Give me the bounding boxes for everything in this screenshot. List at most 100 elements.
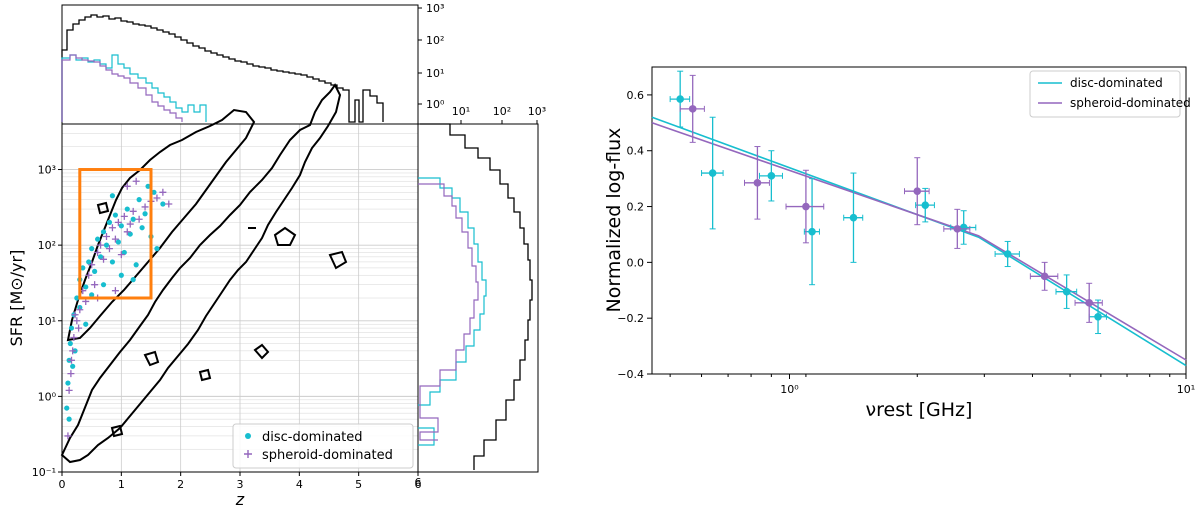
top-hist-disc — [61, 54, 207, 122]
flux-point-disc — [708, 169, 717, 177]
disc-point — [80, 265, 86, 271]
spheroid-point — [85, 271, 93, 279]
flux-y-tick-label: 0.6 — [627, 89, 645, 102]
disc-point — [83, 284, 89, 290]
spheroid-point — [153, 194, 161, 202]
right-x-tick-label: 10¹ — [452, 105, 470, 118]
scatter-x-label: z — [235, 490, 245, 509]
scatter-y-label: SFR [M⊙/yr] — [7, 250, 26, 347]
spheroid-point — [97, 241, 105, 249]
disc-point — [142, 211, 148, 217]
z-histogram-panel: 10⁰ 10¹ 10² 10³ — [61, 2, 445, 125]
disc-point — [139, 225, 145, 231]
disc-point — [100, 229, 107, 235]
flux-point-spheroid — [1085, 299, 1094, 307]
scatter-legend: disc-dominated spheroid-dominated — [232, 423, 414, 469]
contour-island-2 — [328, 250, 348, 270]
spheroid-point — [88, 261, 96, 269]
disc-point — [86, 259, 92, 265]
x-tick-label: 1 — [118, 478, 125, 491]
legend-disc-marker — [245, 433, 251, 439]
spheroid-point — [129, 207, 137, 215]
contour-island-6 — [110, 424, 124, 438]
spheroid-point — [91, 281, 99, 289]
right-x-tick-label: 10³ — [528, 105, 546, 118]
disc-point — [97, 254, 104, 260]
top-y-tick-label: 10³ — [426, 2, 444, 15]
disc-point — [100, 282, 107, 288]
flux-y-tick-label: −0.4 — [617, 368, 644, 381]
spheroid-point — [94, 248, 102, 256]
spheroid-point — [67, 356, 75, 364]
legend-disc-label: disc-dominated — [262, 430, 363, 445]
right-hist-x-ticks: 10¹ 10² 10³ 6 — [415, 105, 547, 489]
spheroid-point — [103, 233, 110, 241]
flux-point-disc — [808, 227, 816, 236]
disc-point — [151, 189, 157, 195]
spheroid-point — [105, 245, 113, 253]
disc-point — [127, 231, 133, 237]
scatter-x-ticks: 0 1 2 3 4 5 6 — [59, 472, 422, 491]
disc-point — [121, 249, 127, 256]
disc-point — [118, 272, 124, 278]
flux-point-spheroid — [913, 187, 922, 195]
flux-point-disc — [767, 172, 776, 180]
log-flux-panel: 10⁰ 10¹ −0.4−0.20.00.20.40.6 νrest [GHz] … — [603, 66, 1195, 421]
disc-point — [65, 380, 71, 386]
spheroid-point — [75, 324, 83, 332]
disc-point — [106, 219, 113, 225]
flux-point-spheroid — [753, 179, 762, 187]
disc-point — [115, 239, 121, 245]
spheroid-point — [159, 188, 167, 196]
y-tick-label: 10² — [38, 239, 56, 252]
disc-point — [89, 292, 95, 298]
disc-point — [154, 246, 160, 252]
contour-island-7 — [96, 201, 110, 215]
disc-point — [67, 340, 73, 347]
fit-line-spheroid — [651, 122, 1187, 361]
disc-point — [95, 236, 101, 242]
contour-island-3 — [253, 343, 270, 360]
flux-y-tick-label: 0.2 — [627, 201, 645, 214]
disc-point — [92, 268, 98, 274]
right-hist-disc — [418, 177, 487, 446]
flux-y-label: Normalized log-flux — [603, 128, 625, 313]
spheroid-point — [69, 347, 77, 355]
spheroid-point — [132, 177, 140, 185]
disc-point — [124, 206, 130, 212]
disc-point — [130, 216, 136, 222]
flux-x-label: νrest [GHz] — [866, 399, 973, 421]
flux-point-disc — [1062, 287, 1071, 296]
spheroid-point — [114, 218, 122, 226]
spheroid-point — [141, 203, 149, 211]
flux-point-disc — [849, 213, 858, 222]
right-hist-all — [420, 123, 533, 470]
contour-island-4 — [143, 350, 160, 367]
disc-point — [133, 262, 139, 268]
spheroid-point — [120, 212, 128, 220]
sfr-z-scatter-panel: 0 1 2 3 4 5 6 10⁻¹ 10⁰ 10¹ 10² 10³ z SFR [M⊙/yr] d… — [7, 83, 422, 509]
flux-legend-disc-label: disc-dominated — [1070, 76, 1163, 90]
legend-plus — [244, 450, 252, 458]
top-y-tick-label: 10² — [426, 34, 444, 47]
spheroid-point — [71, 311, 79, 319]
spheroid-point — [165, 200, 173, 208]
fit-line-disc — [651, 116, 1187, 367]
disc-point — [64, 405, 70, 411]
disc-point — [136, 197, 142, 203]
flux-point-spheroid — [953, 225, 962, 233]
flux-legend: disc-dominated spheroid-dominated — [1029, 70, 1191, 118]
disc-point — [109, 193, 116, 199]
disc-point — [68, 325, 75, 331]
disc-point — [118, 223, 124, 229]
flux-x-ticks: 10⁰ 10¹ — [669, 374, 1195, 396]
spheroid-dominated-points — [64, 177, 173, 440]
right-x-tick-label: 6 — [415, 476, 422, 489]
all-galaxies-contour — [60, 83, 348, 464]
right-x-tick-label: 10² — [493, 105, 511, 118]
x-tick-label: 6 — [415, 478, 422, 491]
contour-line-inner-upper — [66, 108, 256, 342]
right-hist-frame — [417, 123, 539, 473]
x-tick-label: 3 — [237, 478, 244, 491]
legend-spheroid-marker — [244, 450, 252, 458]
